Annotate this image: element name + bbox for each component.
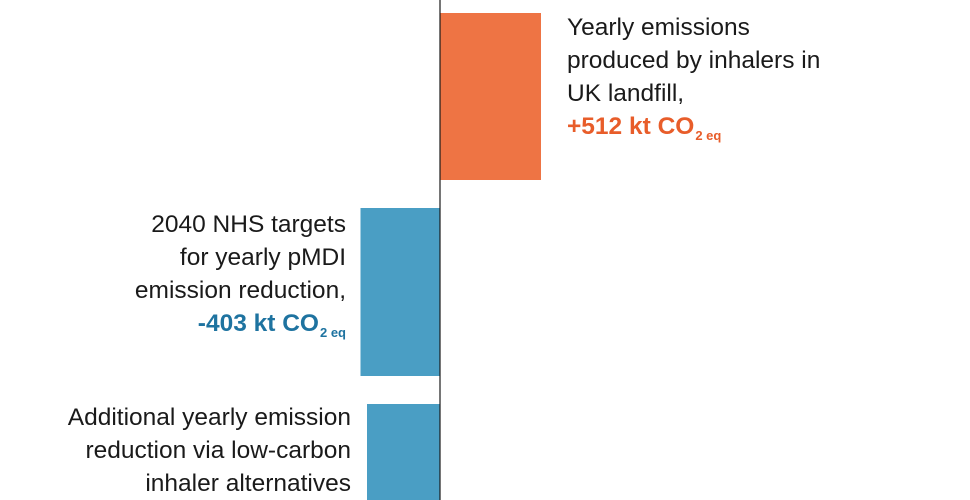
additional-label-line-2: reduction via low-carbon [85,437,351,464]
landfill-value-subscript: 2 eq [695,128,722,143]
landfill-value-label: +512 kt CO2 eq [567,110,820,146]
landfill-label-line-3: UK landfill, [567,80,685,107]
additional-label-line-1: Additional yearly emission [67,404,351,431]
nhs-label-line-3: emission reduction, [134,277,346,304]
bar-additional-reduction [367,404,440,500]
bar-nhs-target-reduction [360,208,440,376]
landfill-label-line-1: Yearly emissions [567,14,750,41]
landfill-value-main: +512 kt CO [567,113,695,140]
landfill-label-line-2: produced by inhalers in [567,47,821,74]
nhs-target-label: 2040 NHS targets for yearly pMDI emissio… [135,208,346,343]
nhs-value-main: -403 kt CO [197,310,319,337]
nhs-value-label: -403 kt CO2 eq [135,307,346,343]
nhs-value-subscript: 2 eq [319,325,346,340]
landfill-label: Yearly emissions produced by inhalers in… [567,11,820,146]
nhs-label-line-2: for yearly pMDI [179,244,346,271]
bars-group [360,13,541,500]
bar-landfill-emissions [440,13,541,180]
nhs-label-line-1: 2040 NHS targets [151,211,346,238]
additional-reduction-label: Additional yearly emission reduction via… [68,401,351,500]
additional-label-line-3: inhaler alternatives [145,470,351,497]
